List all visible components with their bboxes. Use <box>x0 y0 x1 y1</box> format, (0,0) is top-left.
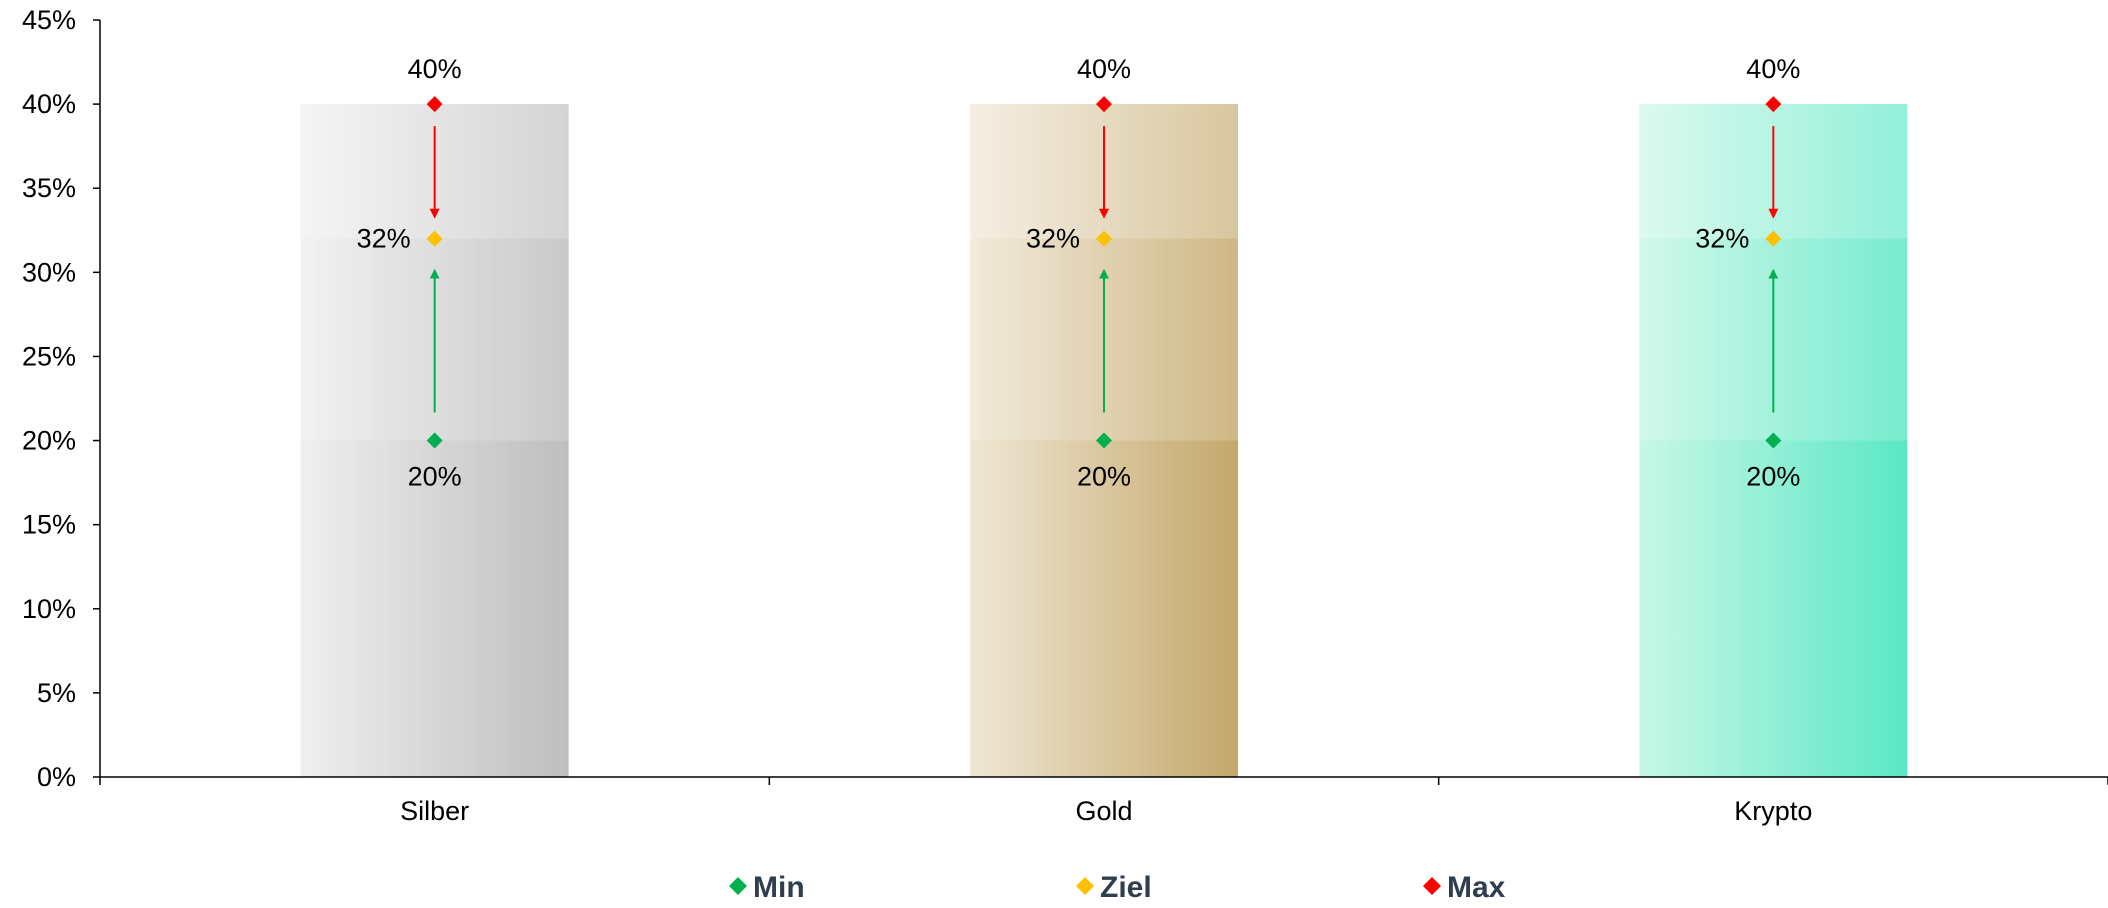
y-tick-label: 0% <box>37 762 76 792</box>
data-label-max-gold: 40% <box>1077 54 1131 84</box>
legend-marker-min <box>729 877 747 895</box>
y-tick-label: 40% <box>22 89 76 119</box>
data-label-max-krypto: 40% <box>1746 54 1800 84</box>
marker-target-silber <box>426 230 443 247</box>
marker-max-gold <box>1096 96 1112 113</box>
legend-marker-max <box>1423 877 1441 895</box>
markers-layer: 40% 32% 20% 40% 32% 20% 40% 32% 20% <box>357 54 1801 491</box>
marker-min-silber <box>426 432 443 449</box>
data-label-target-silber: 32% <box>357 224 411 254</box>
legend-label: Ziel <box>1100 871 1152 903</box>
data-label-min-krypto: 20% <box>1746 462 1800 492</box>
legend-item-min: Min <box>729 871 805 904</box>
legend-label: Min <box>753 871 805 903</box>
legend-item-max: Max <box>1423 871 1506 904</box>
marker-min-krypto <box>1765 432 1782 449</box>
marker-max-silber <box>426 96 443 113</box>
x-tick-label: Silber <box>400 796 469 826</box>
y-tick-label: 20% <box>22 426 76 456</box>
x-tick-label: Krypto <box>1734 796 1812 826</box>
y-tick-label: 30% <box>22 257 76 287</box>
marker-min-gold <box>1096 432 1112 449</box>
marker-max-krypto <box>1765 96 1782 113</box>
data-label-target-gold: 32% <box>1026 224 1080 254</box>
data-label-min-silber: 20% <box>408 462 462 492</box>
legend-item-ziel: Ziel <box>1076 871 1152 904</box>
axes-layer: 0% 5% 10% 15% 20% 25% 30% 35% 40% 45% Silber Gold Kr… <box>22 5 2108 826</box>
legend-marker-ziel <box>1076 877 1094 895</box>
data-label-target-krypto: 32% <box>1695 224 1749 254</box>
y-tick-label: 35% <box>22 173 76 203</box>
data-label-min-gold: 20% <box>1077 462 1131 492</box>
x-tick-label: Gold <box>1075 796 1132 826</box>
legend-label: Max <box>1447 871 1506 903</box>
marker-target-krypto <box>1765 230 1782 247</box>
y-tick-label: 15% <box>22 510 76 540</box>
y-tick-label: 5% <box>37 678 76 708</box>
y-tick-label: 25% <box>22 341 76 371</box>
marker-target-gold <box>1096 230 1112 247</box>
y-tick-label: 45% <box>22 5 76 35</box>
legend: Min Ziel Max <box>729 871 1506 904</box>
y-tick-label: 10% <box>22 594 76 624</box>
data-label-max-silber: 40% <box>408 54 462 84</box>
